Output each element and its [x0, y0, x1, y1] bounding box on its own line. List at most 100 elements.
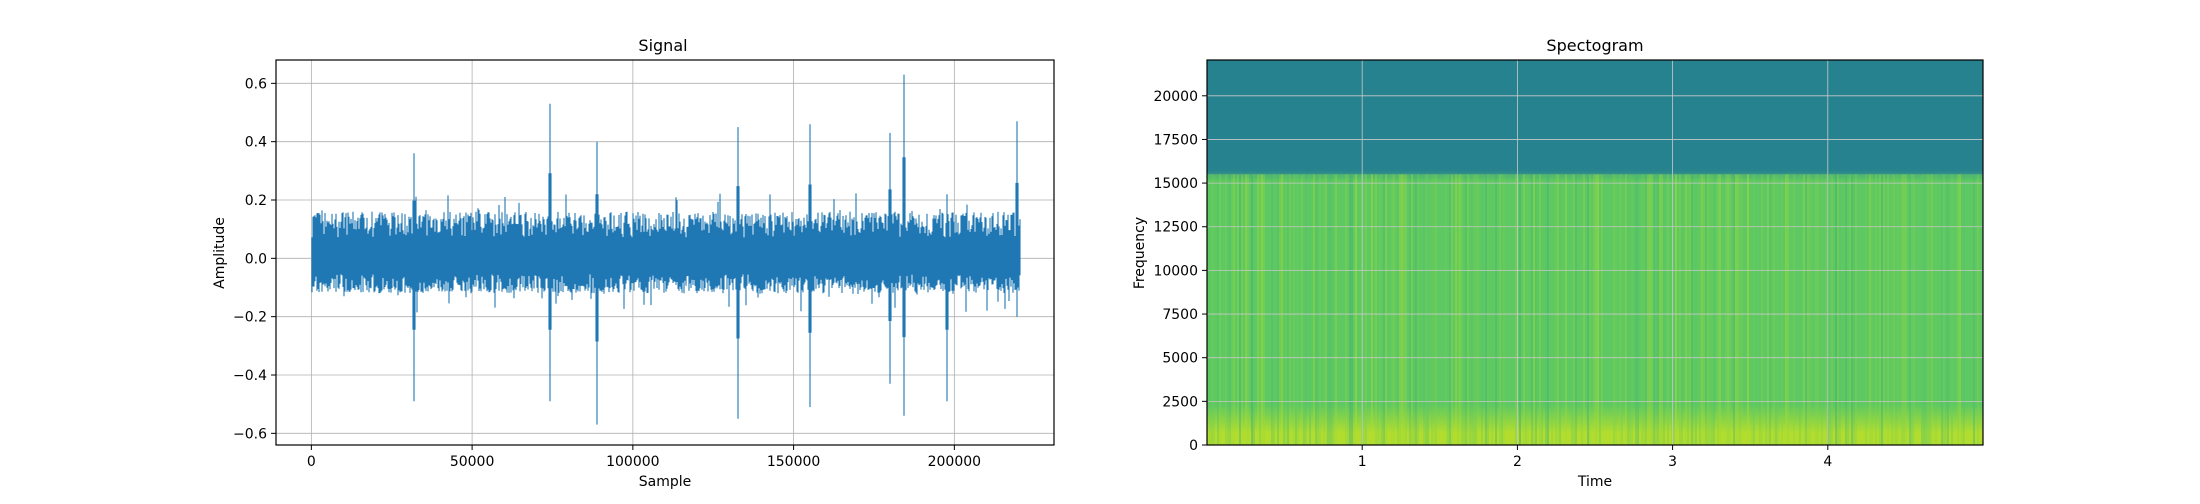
spectrogram-streak: [1659, 174, 1661, 445]
spectrogram-streak: [1681, 174, 1683, 445]
spectrogram-streak: [1587, 174, 1589, 445]
spectrogram-streak: [1627, 174, 1629, 445]
spectrogram-streak: [1945, 174, 1947, 445]
spectrogram-streak: [1545, 174, 1547, 445]
spectrogram-streak: [1895, 174, 1897, 445]
spectrogram-streak: [1913, 174, 1915, 445]
spectrogram-streak: [1465, 174, 1467, 445]
spectrogram-streak: [1451, 174, 1453, 445]
signal-plot-frame: [275, 59, 1055, 446]
spectrogram-y-tick-label: 20000: [1153, 89, 1198, 105]
spectrogram-streak: [1455, 174, 1457, 445]
spectrogram-streak: [1641, 174, 1643, 445]
spectrogram-streak: [1425, 174, 1427, 445]
spectrogram-streak: [1847, 174, 1849, 445]
spectrogram-streak: [1831, 174, 1833, 445]
spectrogram-streak: [1381, 174, 1383, 445]
spectrogram-streak: [1281, 174, 1283, 445]
spectrogram-streak: [1471, 174, 1473, 445]
spectrogram-streak: [1315, 174, 1317, 445]
spectrogram-streak: [1821, 174, 1823, 445]
spectrogram-streak: [1929, 174, 1931, 445]
spectrogram-streak: [1869, 174, 1871, 445]
spectrogram-streak: [1909, 174, 1911, 445]
spectrogram-streak: [1245, 174, 1247, 445]
spectrogram-image: [1207, 60, 1983, 445]
spectrogram-streak: [1835, 174, 1837, 445]
spectrogram-streak: [1447, 174, 1449, 445]
spectrogram-streak: [1377, 174, 1379, 445]
spectrogram-streak: [1891, 174, 1893, 445]
spectrogram-streak: [1809, 174, 1811, 445]
spectrogram-streak: [1651, 174, 1653, 445]
spectrogram-streak: [1239, 174, 1241, 445]
spectrogram-streak: [1875, 174, 1877, 445]
spectrogram-streak: [1319, 174, 1321, 445]
spectrogram-streak: [1435, 174, 1437, 445]
spectrogram-streak: [1499, 174, 1501, 445]
spectrogram-streak: [1881, 174, 1883, 445]
spectrogram-streak: [1597, 174, 1599, 445]
signal-x-tick-label: 200000: [928, 454, 981, 470]
spectrogram-y-ticks: 0 2500 5000 7500 10000 12500 15000 17500 20000: [1153, 89, 1207, 454]
spectrogram-y-tick-label: 15000: [1153, 176, 1198, 192]
spectrogram-y-tick-label: 0: [1189, 438, 1198, 454]
spectrogram-streak: [1325, 174, 1327, 445]
spectrogram-streak: [1855, 174, 1857, 445]
spectrogram-streak: [1729, 174, 1731, 445]
spectrogram-streak: [1259, 174, 1261, 445]
spectrogram-streak: [1279, 174, 1281, 445]
spectrogram-y-tick-label: 7500: [1162, 307, 1198, 323]
spectrogram-streak: [1409, 174, 1411, 445]
spectrogram-streak: [1947, 174, 1949, 445]
spectrogram-streak: [1773, 174, 1775, 445]
spectrogram-streak: [1475, 174, 1477, 445]
spectrogram-streak: [1837, 174, 1839, 445]
spectrogram-streak: [1351, 174, 1353, 445]
spectrogram-streak: [1593, 174, 1595, 445]
spectrogram-y-tick-label: 5000: [1162, 351, 1198, 367]
spectrogram-streak: [1231, 174, 1233, 445]
spectrogram-streak: [1365, 174, 1367, 445]
spectrogram-streak: [1883, 174, 1885, 445]
spectrogram-streak: [1649, 174, 1651, 445]
spectrogram-streak: [1935, 174, 1937, 445]
spectrogram-streak: [1879, 174, 1881, 445]
spectrogram-streak: [1629, 174, 1631, 445]
spectrogram-streak: [1799, 174, 1801, 445]
spectrogram-chart: Spectogram 1 2 3 4 0 2500 5000 7500 10000 12500 1…: [1132, 36, 1984, 490]
spectrogram-streak: [1375, 174, 1377, 445]
spectrogram-streak: [1901, 174, 1903, 445]
spectrogram-streak: [1287, 174, 1289, 445]
spectrogram-streak: [1571, 174, 1573, 445]
spectrogram-streak: [1531, 174, 1533, 445]
spectrogram-streak: [1445, 174, 1447, 445]
spectrogram-x-ticks: 1 2 3 4: [1358, 445, 1832, 470]
spectrogram-streak: [1673, 174, 1675, 445]
spectrogram-streak: [1229, 174, 1231, 445]
spectrogram-streak: [1371, 174, 1373, 445]
signal-x-tick-label: 50000: [450, 454, 495, 470]
signal-y-tick-label: −0.4: [233, 368, 267, 384]
spectrogram-streak: [1775, 174, 1777, 445]
spectrogram-streak: [1727, 174, 1729, 445]
spectrogram-streak: [1473, 174, 1475, 445]
spectrogram-y-tick-label: 10000: [1153, 263, 1198, 279]
spectrogram-streak: [1331, 174, 1333, 445]
spectrogram-y-tick-label: 12500: [1153, 220, 1198, 236]
spectrogram-streak: [1747, 174, 1749, 445]
spectrogram-streak: [1921, 174, 1923, 445]
spectrogram-streak: [1707, 174, 1709, 445]
spectrogram-band: [1207, 174, 1983, 419]
spectrogram-streak: [1433, 174, 1435, 445]
spectrogram-streak: [1865, 174, 1867, 445]
signal-y-tick-label: 0.6: [245, 76, 267, 92]
spectrogram-streak: [1523, 174, 1525, 445]
spectrogram-streak: [1903, 174, 1905, 445]
spectrogram-streak: [1559, 174, 1561, 445]
spectrogram-streak: [1355, 174, 1357, 445]
spectrogram-streak: [1925, 174, 1927, 445]
spectrogram-x-tick-label: 4: [1823, 454, 1832, 470]
spectrogram-streak: [1217, 174, 1219, 445]
